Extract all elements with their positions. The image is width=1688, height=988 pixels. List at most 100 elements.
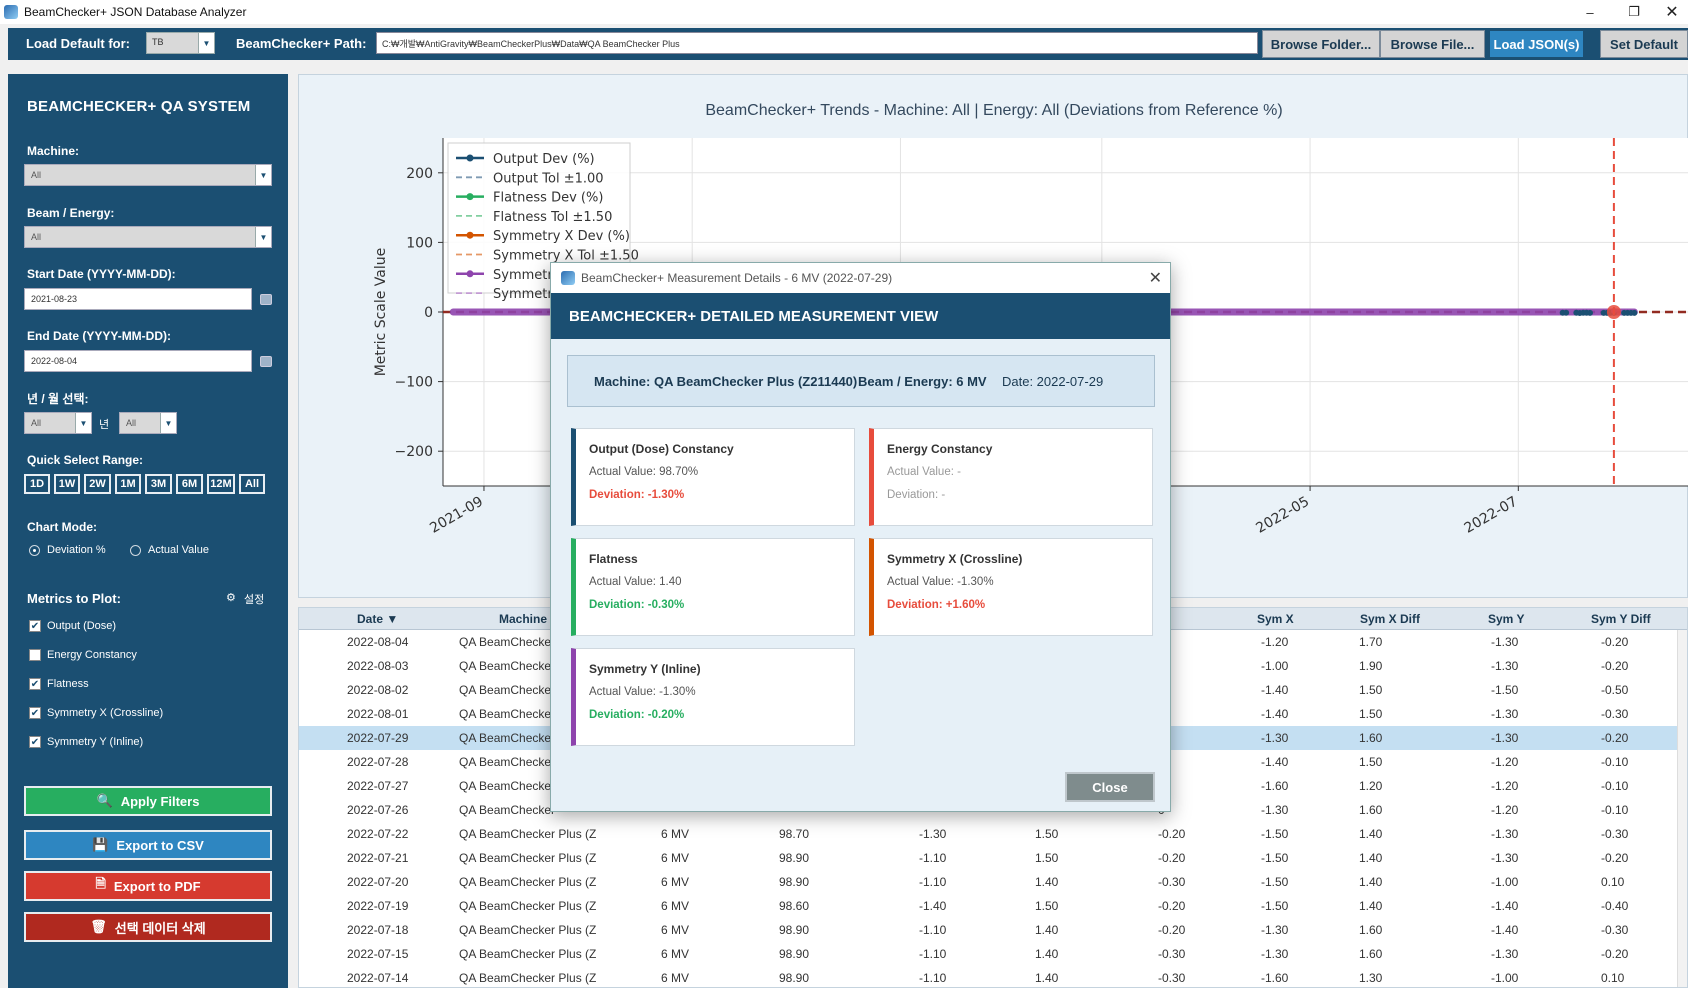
table-row[interactable]: 2022-07-15 QA BeamChecker Plus (Z 6 MV 98.9… — [299, 942, 1679, 966]
cell-symy: -1.50 — [1491, 683, 1519, 697]
y-tick-label: 100 — [406, 235, 433, 251]
quick-1d-button[interactable]: 1D — [24, 474, 50, 494]
cell-output: 98.90 — [779, 947, 810, 961]
export-pdf-button[interactable]: 🗎 Export to PDF — [24, 871, 272, 901]
apply-filters-button[interactable]: 🔍 Apply Filters — [24, 786, 272, 816]
chart-title: BeamChecker+ Trends - Machine: All | Ene… — [705, 102, 1283, 119]
cell-symy-diff: -0.20 — [1601, 947, 1629, 961]
table-row[interactable]: 2022-07-22 QA BeamChecker Plus (Z 6 MV 98.7… — [299, 822, 1679, 846]
cell-symy-diff: -0.40 — [1601, 899, 1629, 913]
close-icon[interactable]: ✕ — [1665, 4, 1679, 21]
machine-label: Machine: — [27, 144, 80, 158]
quick-3m-button[interactable]: 3M — [145, 474, 172, 494]
card-deviation: Deviation: -0.20% — [589, 709, 685, 721]
close-button[interactable]: Close — [1065, 772, 1155, 802]
metric-symy-label: Symmetry Y (Inline) — [47, 736, 144, 748]
cell-energy: 6 MV — [661, 827, 690, 841]
calendar-icon[interactable] — [260, 294, 272, 305]
app-icon — [561, 271, 575, 285]
year-select[interactable]: All ▼ — [24, 412, 92, 434]
cell-symy: -1.30 — [1491, 731, 1519, 745]
cell-date: 2022-07-19 — [347, 899, 409, 913]
cell-date: 2022-08-02 — [347, 683, 409, 697]
cell-machine: QA BeamChecker Plus (Z — [459, 827, 597, 841]
cell-symy-diff: -0.20 — [1601, 731, 1629, 745]
card-title: Flatness — [589, 552, 638, 566]
col-symx-diff-header[interactable]: Sym X Diff — [1360, 612, 1421, 626]
table-scrollbar[interactable] — [1677, 630, 1687, 987]
cell-flat-diff: -0.30 — [1158, 875, 1186, 889]
settings-icon[interactable]: ⚙ — [226, 592, 236, 604]
close-icon[interactable]: ✕ — [1148, 270, 1162, 287]
quick-6m-button[interactable]: 6M — [176, 474, 203, 494]
cell-machine: QA BeamChecker — [459, 803, 556, 817]
metric-symy-checkbox[interactable]: ✔ — [29, 736, 41, 748]
path-input[interactable]: C:₩개발₩AntiGravity₩BeamCheckerPlus₩Data₩Q… — [376, 32, 1258, 54]
col-machine-header[interactable]: Machine — [499, 612, 548, 626]
table-row[interactable]: 2022-07-14 QA BeamChecker Plus (Z 6 MV 98.9… — [299, 966, 1679, 987]
machine-select[interactable]: All ▼ — [24, 164, 272, 186]
table-row[interactable]: 2022-07-18 QA BeamChecker Plus (Z 6 MV 98.9… — [299, 918, 1679, 942]
delete-data-button[interactable]: 🗑 선택 데이터 삭제 — [24, 912, 272, 942]
quick-1w-button[interactable]: 1W — [54, 474, 80, 494]
table-row[interactable]: 2022-07-19 QA BeamChecker Plus (Z 6 MV 98.6… — [299, 894, 1679, 918]
quick-1m-button[interactable]: 1M — [115, 474, 141, 494]
cell-symy-diff: -0.30 — [1601, 827, 1629, 841]
metrics-label: Metrics to Plot: — [27, 591, 121, 606]
metric-energy-checkbox[interactable] — [29, 649, 41, 661]
maximize-icon[interactable]: ❐ — [1628, 4, 1640, 19]
measurement-details-dialog: BeamChecker+ Measurement Details - 6 MV … — [550, 262, 1171, 812]
cell-energy: 6 MV — [661, 875, 690, 889]
year-month-label: 년 / 월 선택: — [27, 392, 89, 406]
cell-symy-diff: -0.20 — [1601, 635, 1629, 649]
cell-symx-diff: 1.40 — [1359, 827, 1383, 841]
cell-date: 2022-07-20 — [347, 875, 409, 889]
actual-radio[interactable] — [130, 545, 141, 556]
end-date-label: End Date (YYYY-MM-DD): — [27, 329, 171, 343]
table-row[interactable]: 2022-07-21 QA BeamChecker Plus (Z 6 MV 98.9… — [299, 846, 1679, 870]
settings-label[interactable]: 설정 — [244, 594, 265, 606]
load-json-button[interactable]: Load JSON(s) — [1489, 30, 1584, 58]
metric-flatness-checkbox[interactable]: ✔ — [29, 678, 41, 690]
col-symy-diff-header[interactable]: Sym Y Diff — [1591, 612, 1651, 626]
set-default-button[interactable]: Set Default — [1600, 30, 1688, 58]
quick-all-button[interactable]: All — [239, 474, 265, 494]
load-default-select[interactable]: TB ▼ — [146, 32, 215, 54]
end-date-input[interactable]: 2022-08-04 — [24, 350, 252, 372]
col-symx-header[interactable]: Sym X — [1257, 612, 1294, 626]
chevron-down-icon: ▼ — [198, 33, 214, 53]
cell-symy-diff: -0.10 — [1601, 803, 1629, 817]
month-select[interactable]: All ▼ — [119, 412, 177, 434]
metric-output-checkbox[interactable]: ✔ — [29, 620, 41, 632]
cell-symy-diff: 0.10 — [1601, 875, 1625, 889]
quick-2w-button[interactable]: 2W — [84, 474, 111, 494]
col-date-header[interactable]: Date ▼ — [357, 612, 399, 626]
energy-select[interactable]: All ▼ — [24, 226, 272, 248]
legend-label: Output Tol ±1.00 — [493, 171, 604, 186]
cell-symx: -1.30 — [1261, 731, 1289, 745]
col-symy-header[interactable]: Sym Y — [1488, 612, 1525, 626]
cell-symy-diff: -0.30 — [1601, 707, 1629, 721]
metric-symx-checkbox[interactable]: ✔ — [29, 707, 41, 719]
start-date-input[interactable]: 2021-08-23 — [24, 288, 252, 310]
save-icon: 💾 — [92, 837, 109, 852]
minimize-icon[interactable]: – — [1586, 4, 1594, 20]
cell-output: 98.90 — [779, 851, 810, 865]
symy-card: Symmetry Y (Inline) Actual Value: -1.30% D… — [571, 648, 855, 746]
export-csv-button[interactable]: 💾 Export to CSV — [24, 830, 272, 860]
cell-symy: -1.30 — [1491, 659, 1519, 673]
browse-file-button[interactable]: Browse File... — [1380, 30, 1485, 58]
cell-machine: QA BeamChecker — [459, 755, 556, 769]
quick-12m-button[interactable]: 12M — [207, 474, 235, 494]
calendar-icon[interactable] — [260, 356, 272, 367]
card-actual-value: Actual Value: -1.30% — [887, 576, 994, 588]
deviation-radio[interactable] — [29, 545, 40, 556]
month-value: All — [126, 418, 137, 428]
energy-card: Energy Constancy Actual Value: - Deviation… — [869, 428, 1153, 526]
table-row[interactable]: 2022-07-20 QA BeamChecker Plus (Z 6 MV 98.9… — [299, 870, 1679, 894]
browse-folder-button[interactable]: Browse Folder... — [1262, 30, 1380, 58]
